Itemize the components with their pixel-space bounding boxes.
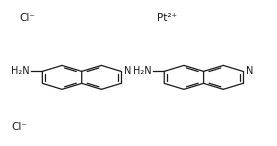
Text: Cl⁻: Cl⁻ xyxy=(11,122,27,132)
Text: H₂N: H₂N xyxy=(11,66,30,76)
Text: H₂N: H₂N xyxy=(133,66,152,76)
Text: N: N xyxy=(124,66,131,76)
Text: Pt²⁺: Pt²⁺ xyxy=(157,13,176,22)
Text: N: N xyxy=(246,66,253,76)
Text: Cl⁻: Cl⁻ xyxy=(19,13,35,22)
